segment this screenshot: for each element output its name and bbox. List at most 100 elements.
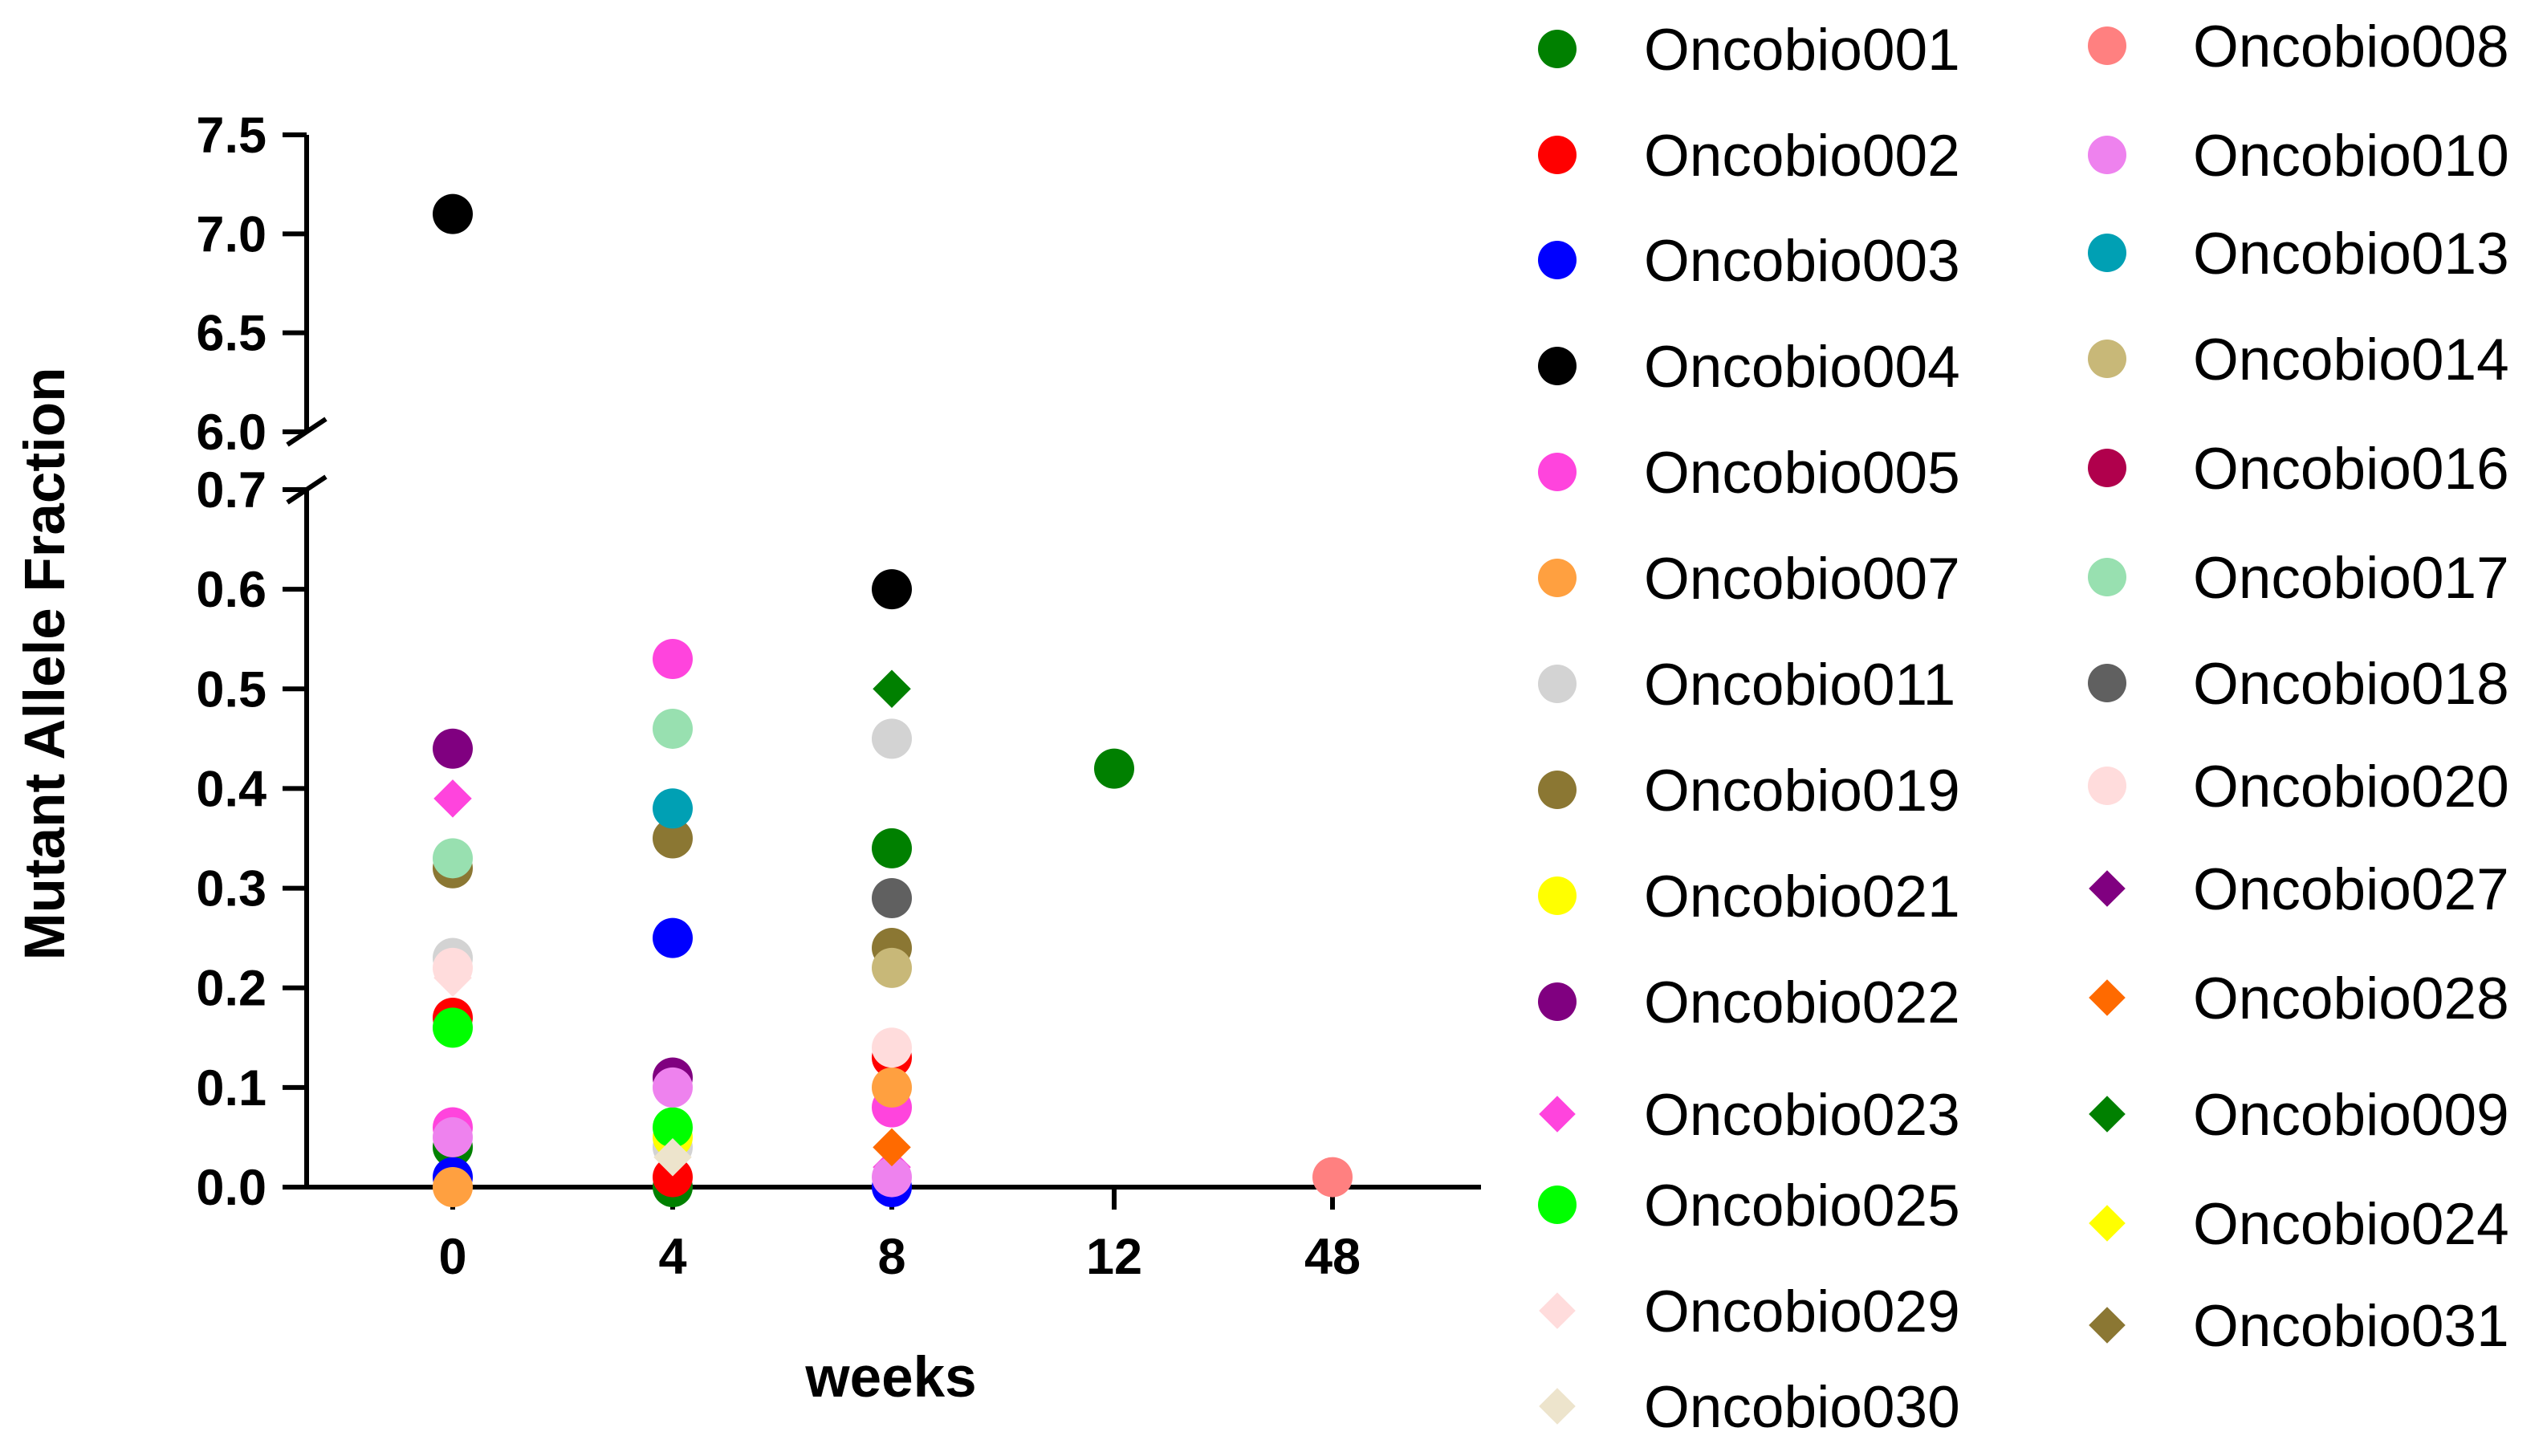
legend-item: Oncobio024: [2089, 1192, 2509, 1257]
legend-marker: [1539, 1292, 1576, 1329]
data-point-oncobio005: [653, 639, 693, 680]
data-point-oncobio010: [872, 1157, 912, 1198]
legend-label: Oncobio019: [1644, 759, 1960, 824]
y-tick-label: 0.3: [196, 861, 266, 917]
legend-label: Oncobio002: [1644, 124, 1960, 189]
legend-marker: [2089, 1307, 2126, 1344]
legend-marker: [2088, 664, 2126, 702]
legend-item: Oncobio008: [2088, 14, 2509, 79]
legend-marker: [1538, 1186, 1577, 1224]
legend-label: Oncobio020: [2193, 754, 2509, 820]
legend-label: Oncobio001: [1644, 18, 1960, 83]
y-tick-label: 7.5: [196, 108, 266, 164]
data-point-oncobio025: [433, 1007, 473, 1048]
legend-label: Oncobio024: [2193, 1192, 2509, 1257]
legend-label: Oncobio010: [2193, 124, 2509, 189]
y-tick-label: 0.6: [196, 562, 266, 618]
legend-marker: [2089, 870, 2126, 907]
legend-item: Oncobio028: [2089, 966, 2509, 1031]
legend-label: Oncobio018: [2193, 652, 2509, 717]
legend-marker: [1538, 30, 1577, 68]
legend-label: Oncobio014: [2193, 327, 2509, 392]
legend-item: Oncobio022: [1538, 970, 1960, 1035]
data-point-oncobio004: [872, 569, 912, 610]
data-point-oncobio028: [873, 1128, 911, 1167]
legend-item: Oncobio001: [1538, 18, 1960, 83]
legend-label: Oncobio004: [1644, 335, 1960, 400]
y-tick-label: 0.4: [196, 761, 266, 817]
y-tick-label: 6.0: [196, 405, 266, 461]
legend-marker: [2089, 1205, 2126, 1242]
legend-item: Oncobio004: [1538, 335, 1960, 400]
data-point-oncobio017: [433, 838, 473, 879]
legend-item: Oncobio025: [1538, 1173, 1960, 1238]
legend-item: Oncobio018: [2088, 652, 2509, 717]
legend-label: Oncobio013: [2193, 222, 2509, 287]
data-point-oncobio025: [653, 1107, 693, 1148]
legend-label: Oncobio028: [2193, 966, 2509, 1031]
legend-item: Oncobio023: [1539, 1083, 1960, 1148]
legend-marker: [1538, 665, 1577, 703]
x-tick-label: 0: [438, 1229, 466, 1285]
legend-marker: [1538, 241, 1577, 279]
x-tick-label: 8: [877, 1229, 905, 1285]
data-point-oncobio013: [653, 788, 693, 829]
legend-marker: [2088, 234, 2126, 272]
data-point-oncobio001: [872, 828, 912, 868]
legend-label: Oncobio029: [1644, 1279, 1960, 1344]
legend-label: Oncobio031: [2193, 1294, 2509, 1359]
legend-item: Oncobio017: [2088, 546, 2509, 611]
legend-item: Oncobio007: [1538, 547, 1960, 612]
y-tick-label: 0.2: [196, 961, 266, 1017]
legend-item: Oncobio019: [1538, 759, 1960, 824]
legend-marker: [2088, 449, 2126, 487]
legend-marker: [2089, 1096, 2126, 1133]
legend-marker: [2088, 136, 2126, 174]
legend-marker: [2088, 558, 2126, 596]
legend-label: Oncobio021: [1644, 864, 1960, 929]
legend-marker: [2088, 26, 2126, 65]
data-point-oncobio008: [1312, 1157, 1353, 1198]
y-tick-label: 7.0: [196, 206, 266, 262]
data-point-oncobio007: [433, 1167, 473, 1207]
legend-item: Oncobio021: [1538, 864, 1960, 929]
y-tick-label: 0.1: [196, 1060, 266, 1116]
data-point-oncobio010: [653, 1067, 693, 1108]
legend-item: Oncobio029: [1539, 1279, 1960, 1344]
data-point-oncobio007: [872, 1067, 912, 1108]
legend-label: Oncobio016: [2193, 437, 2509, 502]
legend-marker: [1538, 982, 1577, 1021]
data-point-oncobio011: [872, 718, 912, 759]
data-point-oncobio014: [872, 947, 912, 988]
data-point-oncobio003: [653, 917, 693, 958]
x-tick-label: 48: [1304, 1229, 1361, 1285]
legend-marker: [1538, 771, 1577, 809]
legend-marker: [1539, 1096, 1576, 1133]
legend-marker: [2089, 979, 2126, 1016]
legend-marker: [2088, 767, 2126, 805]
y-axis-ticks: 0.0 0.1 0.2 0.3 0.4 0.5 0.6 0.76.0 6.5 7.0 7.5: [196, 108, 307, 1216]
y-axis-title: Mutant Allele Fraction: [14, 368, 77, 961]
legend-item: Oncobio031: [2089, 1294, 2509, 1359]
x-tick-label: 12: [1086, 1229, 1142, 1285]
data-point-oncobio018: [872, 877, 912, 918]
legend-item: Oncobio013: [2088, 222, 2509, 287]
legend-item: Oncobio014: [2088, 327, 2509, 392]
legend-item: Oncobio030: [1539, 1375, 1960, 1440]
data-point-oncobio023: [433, 779, 472, 818]
legend-item: Oncobio009: [2089, 1083, 2509, 1148]
legend-label: Oncobio017: [2193, 546, 2509, 611]
legend-item: Oncobio027: [2089, 857, 2509, 922]
legend: Oncobio001 Oncobio002 Oncobio003 Oncobio004…: [1538, 14, 2509, 1440]
x-tick-label: 4: [658, 1229, 686, 1285]
y-tick-label: 0.0: [196, 1160, 266, 1216]
legend-item: Oncobio020: [2088, 754, 2509, 820]
legend-label: Oncobio030: [1644, 1375, 1960, 1440]
data-point-oncobio009: [873, 669, 911, 709]
data-point-oncobio020: [433, 947, 473, 988]
legend-label: Oncobio011: [1644, 653, 1955, 718]
legend-item: Oncobio010: [2088, 124, 2509, 189]
legend-marker: [1538, 136, 1577, 174]
data-point-oncobio010: [433, 1116, 473, 1157]
